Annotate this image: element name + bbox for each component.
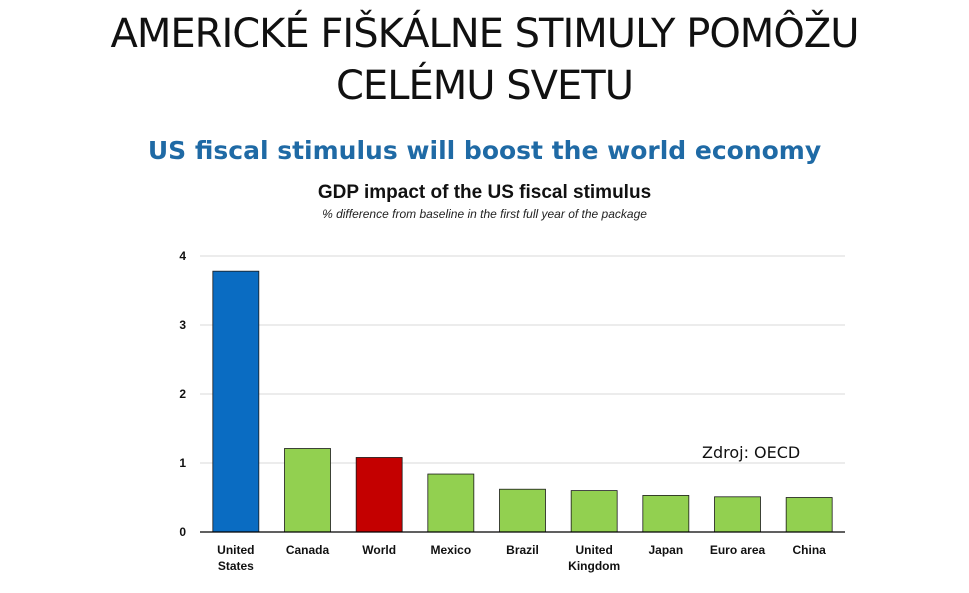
x-tick-label: States [218,559,254,573]
source-note: Zdroj: OECD [702,443,801,462]
x-tick-label: United [575,543,612,557]
slide-title-line-1: AMERICKÉ FIŠKÁLNE STIMULY POMÔŽU [110,11,860,57]
x-tick-label: United [217,543,254,557]
chart-title: GDP impact of the US fiscal stimulus [317,182,652,203]
y-tick-label: 1 [179,456,186,470]
y-tick-label: 4 [179,249,186,263]
bar [427,473,475,533]
x-tick-label: Mexico [430,543,471,557]
bar [785,497,833,533]
slide-subtitle: US fiscal stimulus will boost the world … [147,136,822,165]
bar [499,488,546,533]
bar [570,490,618,533]
y-tick-label: 3 [179,318,186,332]
bar [284,448,331,533]
slide-title: AMERICKÉ FIŠKÁLNE STIMULY POMÔŽU CELÉMU … [0,8,969,112]
bar [212,270,260,533]
x-tick-label: Kingdom [568,559,620,573]
x-tick-label: Brazil [506,543,539,557]
chart-subtitle: % difference from baseline in the first … [322,207,647,221]
y-tick-label: 0 [179,525,186,539]
bar [714,496,761,533]
x-tick-label: World [362,543,396,557]
slide-title-line-2: CELÉMU SVETU [335,63,634,109]
bar [642,495,690,533]
x-tick-label: Canada [286,543,330,557]
x-tick-label: China [792,543,826,557]
x-tick-label: Japan [648,543,683,557]
x-tick-label: Euro area [710,543,766,557]
bar [355,457,403,533]
y-tick-label: 2 [179,387,186,401]
